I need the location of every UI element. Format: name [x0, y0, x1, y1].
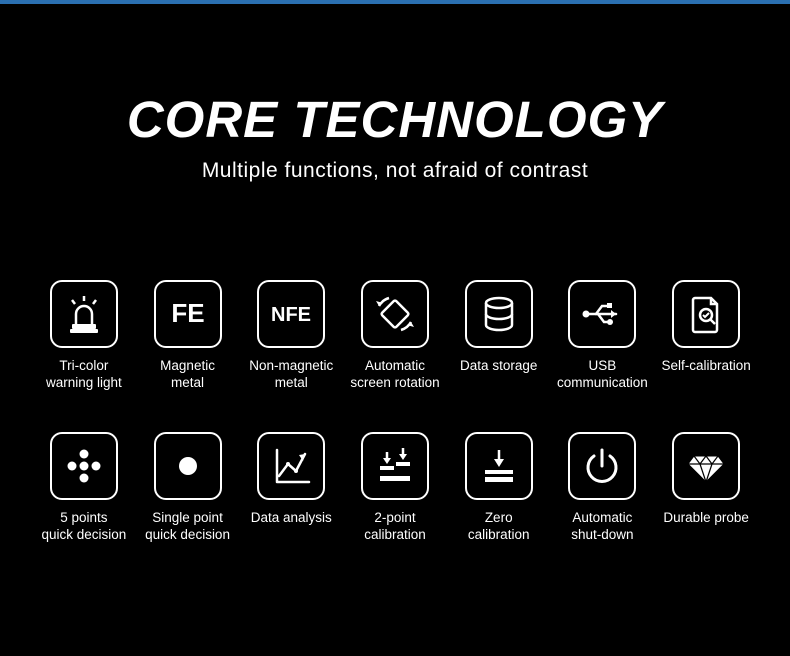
power-icon [568, 432, 636, 500]
header: CORE TECHNOLOGY Multiple functions, not … [0, 0, 790, 183]
page-subtitle: Multiple functions, not afraid of contra… [0, 159, 790, 183]
feature-grid: Tri-color warning light FE Magnetic meta… [38, 280, 752, 544]
feature-label: Single point quick decision [145, 510, 230, 544]
feature-single-point-quick-decision: Single point quick decision [142, 432, 234, 544]
nfe-text-icon: NFE [257, 280, 325, 348]
feature-durable-probe: Durable probe [660, 432, 752, 544]
feature-label: Non-magnetic metal [249, 358, 333, 392]
feature-label: USB communication [557, 358, 648, 392]
feature-label: Self-calibration [661, 358, 750, 375]
feature-label: Data storage [460, 358, 537, 375]
feature-automatic-screen-rotation: Automatic screen rotation [349, 280, 441, 392]
svg-text:FE: FE [171, 298, 204, 328]
zero-cal-icon [465, 432, 533, 500]
svg-text:NFE: NFE [271, 304, 311, 326]
rotate-icon [361, 280, 429, 348]
feature-label: Zero calibration [453, 510, 545, 544]
feature-label: Magnetic metal [160, 358, 215, 392]
feature-automatic-shut-down: Automatic shut-down [557, 432, 649, 544]
feature-label: Durable probe [663, 510, 749, 527]
feature-label: 5 points quick decision [41, 510, 126, 544]
feature-label: Data analysis [251, 510, 332, 527]
feature-non-magnetic-metal: NFE Non-magnetic metal [245, 280, 337, 392]
feature-label: 2-point calibration [364, 510, 426, 544]
feature-magnetic-metal: FE Magnetic metal [142, 280, 234, 392]
feature-zero-calibration: Zero calibration [453, 432, 545, 544]
five-points-icon [50, 432, 118, 500]
two-point-cal-icon [361, 432, 429, 500]
diamond-icon [672, 432, 740, 500]
feature-5-points-quick-decision: 5 points quick decision [38, 432, 130, 544]
feature-label: Tri-color warning light [46, 358, 122, 392]
doc-check-icon [672, 280, 740, 348]
usb-icon [568, 280, 636, 348]
warning-light-icon [50, 280, 118, 348]
feature-usb-communication: USB communication [557, 280, 649, 392]
feature-self-calibration: Self-calibration [660, 280, 752, 392]
page-title: CORE TECHNOLOGY [0, 90, 790, 149]
single-point-icon [154, 432, 222, 500]
feature-2-point-calibration: 2-point calibration [349, 432, 441, 544]
feature-label: Automatic shut-down [571, 510, 633, 544]
feature-tri-color-warning-light: Tri-color warning light [38, 280, 130, 392]
analysis-icon [257, 432, 325, 500]
fe-text-icon: FE [154, 280, 222, 348]
database-icon [465, 280, 533, 348]
feature-data-storage: Data storage [453, 280, 545, 392]
feature-label: Automatic screen rotation [350, 358, 439, 392]
top-accent-bar [0, 0, 790, 4]
feature-data-analysis: Data analysis [245, 432, 337, 544]
